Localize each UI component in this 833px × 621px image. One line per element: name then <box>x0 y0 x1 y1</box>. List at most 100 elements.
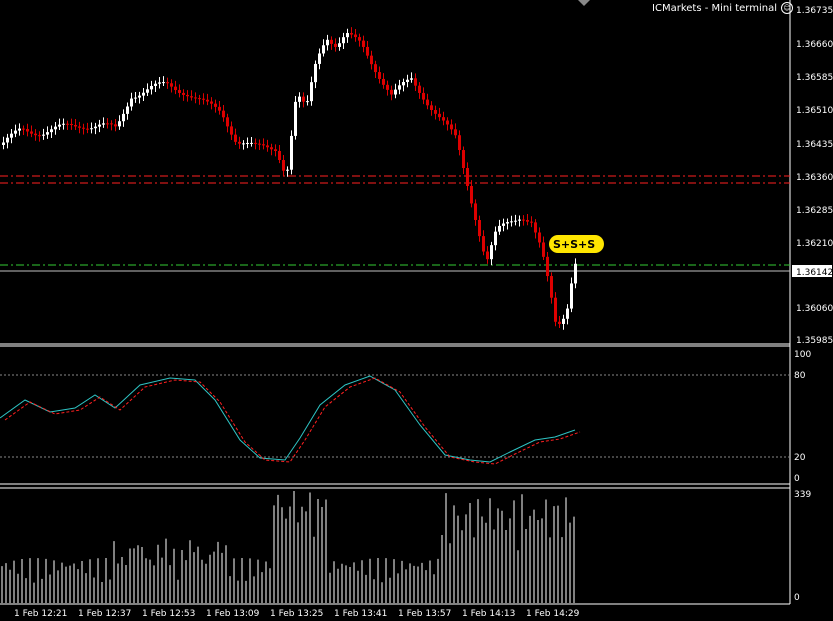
candle-body <box>458 135 461 151</box>
stoch-label: 100 <box>794 350 811 360</box>
price-label: 1.36210 <box>796 239 833 249</box>
time-label: 1 Feb 12:21 <box>14 609 67 619</box>
candle-body <box>438 113 441 118</box>
candle-body <box>442 117 445 121</box>
candle-body <box>26 129 29 132</box>
candle-body <box>162 82 165 84</box>
price-axis: 1.36735 1.36660 1.36585 1.36510 1.36435 … <box>792 6 833 346</box>
candle-body <box>554 297 557 322</box>
time-label: 1 Feb 13:09 <box>206 609 260 619</box>
candle-body <box>506 222 509 224</box>
candle-body <box>154 83 157 86</box>
time-label: 1 Feb 12:37 <box>78 609 131 619</box>
scroll-marker-icon[interactable] <box>578 0 590 6</box>
candle-body <box>422 92 425 100</box>
candle-body <box>342 37 345 44</box>
candle-body <box>382 78 385 85</box>
candle-body <box>78 126 81 128</box>
price-label: 1.35985 <box>796 336 833 346</box>
candle-body <box>210 101 213 104</box>
candle-body <box>318 53 321 64</box>
candle-body <box>538 232 541 243</box>
candle-body <box>158 82 161 84</box>
signal-badge[interactable]: S+S+S <box>549 235 604 253</box>
candle-body <box>562 318 565 324</box>
candle-body <box>226 117 229 127</box>
candle-body <box>70 123 73 126</box>
candle-body <box>250 142 253 144</box>
candle-body <box>246 142 249 144</box>
candle-body <box>22 128 25 130</box>
candle-body <box>526 219 529 222</box>
candle-body <box>126 106 129 114</box>
candle-body <box>214 103 217 107</box>
candle-body <box>14 130 17 134</box>
candle-body <box>522 219 525 221</box>
stoch-signal-line <box>4 377 581 465</box>
candle-body <box>270 147 273 150</box>
candle-body <box>58 124 61 127</box>
candle-body <box>322 45 325 54</box>
volume-bars <box>1 490 575 603</box>
candle-body <box>150 85 153 90</box>
time-label: 1 Feb 14:29 <box>526 609 580 619</box>
candle-body <box>454 129 457 136</box>
candle-body <box>194 97 197 99</box>
price-label: 1.36435 <box>796 140 833 150</box>
price-label: 1.36585 <box>796 73 833 83</box>
candle-body <box>98 124 101 127</box>
current-price-label: 1.36142 <box>796 268 833 278</box>
candle-body <box>278 150 281 161</box>
candle-body <box>482 236 485 252</box>
candle-body <box>402 82 405 86</box>
candle-body <box>398 85 401 90</box>
stochastic-panel: 100 80 20 0 <box>0 350 811 484</box>
time-label: 1 Feb 12:53 <box>142 609 195 619</box>
candle-body <box>274 149 277 151</box>
candle-body <box>182 92 185 95</box>
candle-body <box>134 97 137 99</box>
stoch-label: 20 <box>794 453 806 463</box>
candle-body <box>294 101 297 136</box>
candle-body <box>302 96 305 102</box>
candle-body <box>298 96 301 102</box>
candle-body <box>186 94 189 97</box>
candle-body <box>2 142 5 145</box>
candle-body <box>558 321 561 324</box>
candle-body <box>378 72 381 79</box>
candle-body <box>90 128 93 130</box>
candle-body <box>34 133 37 136</box>
price-label: 1.36285 <box>796 206 833 216</box>
candle-body <box>462 150 465 169</box>
candle-body <box>546 256 549 277</box>
candle-body <box>510 221 513 223</box>
candle-body <box>266 145 269 148</box>
price-label: 1.36360 <box>796 173 833 183</box>
candle-body <box>290 135 293 170</box>
time-label: 1 Feb 13:41 <box>334 609 387 619</box>
candle-body <box>566 308 569 319</box>
smiley-icon[interactable]: ☺ <box>781 2 793 14</box>
stoch-main-line <box>0 375 576 463</box>
candle-body <box>326 39 329 46</box>
candle-body <box>142 92 145 96</box>
candle-body <box>262 144 265 146</box>
price-label: 1.36660 <box>796 40 833 50</box>
horizontal-levels[interactable] <box>0 175 790 272</box>
candle-body <box>198 98 201 100</box>
candle-body <box>46 132 49 135</box>
candle-body <box>406 79 409 83</box>
candle-body <box>370 55 373 65</box>
candle-body <box>574 263 577 284</box>
time-axis: 1 Feb 12:21 1 Feb 12:37 1 Feb 12:53 1 Fe… <box>14 609 580 619</box>
stoch-label: 80 <box>794 371 806 381</box>
candle-body <box>358 37 361 41</box>
time-label: 1 Feb 13:57 <box>398 609 451 619</box>
candle-body <box>390 89 393 95</box>
volume-panel: 339 0 <box>1 490 811 603</box>
candle-body <box>310 82 313 102</box>
candle-body <box>486 251 489 260</box>
candle-body <box>94 126 97 129</box>
candle-body <box>530 221 533 223</box>
